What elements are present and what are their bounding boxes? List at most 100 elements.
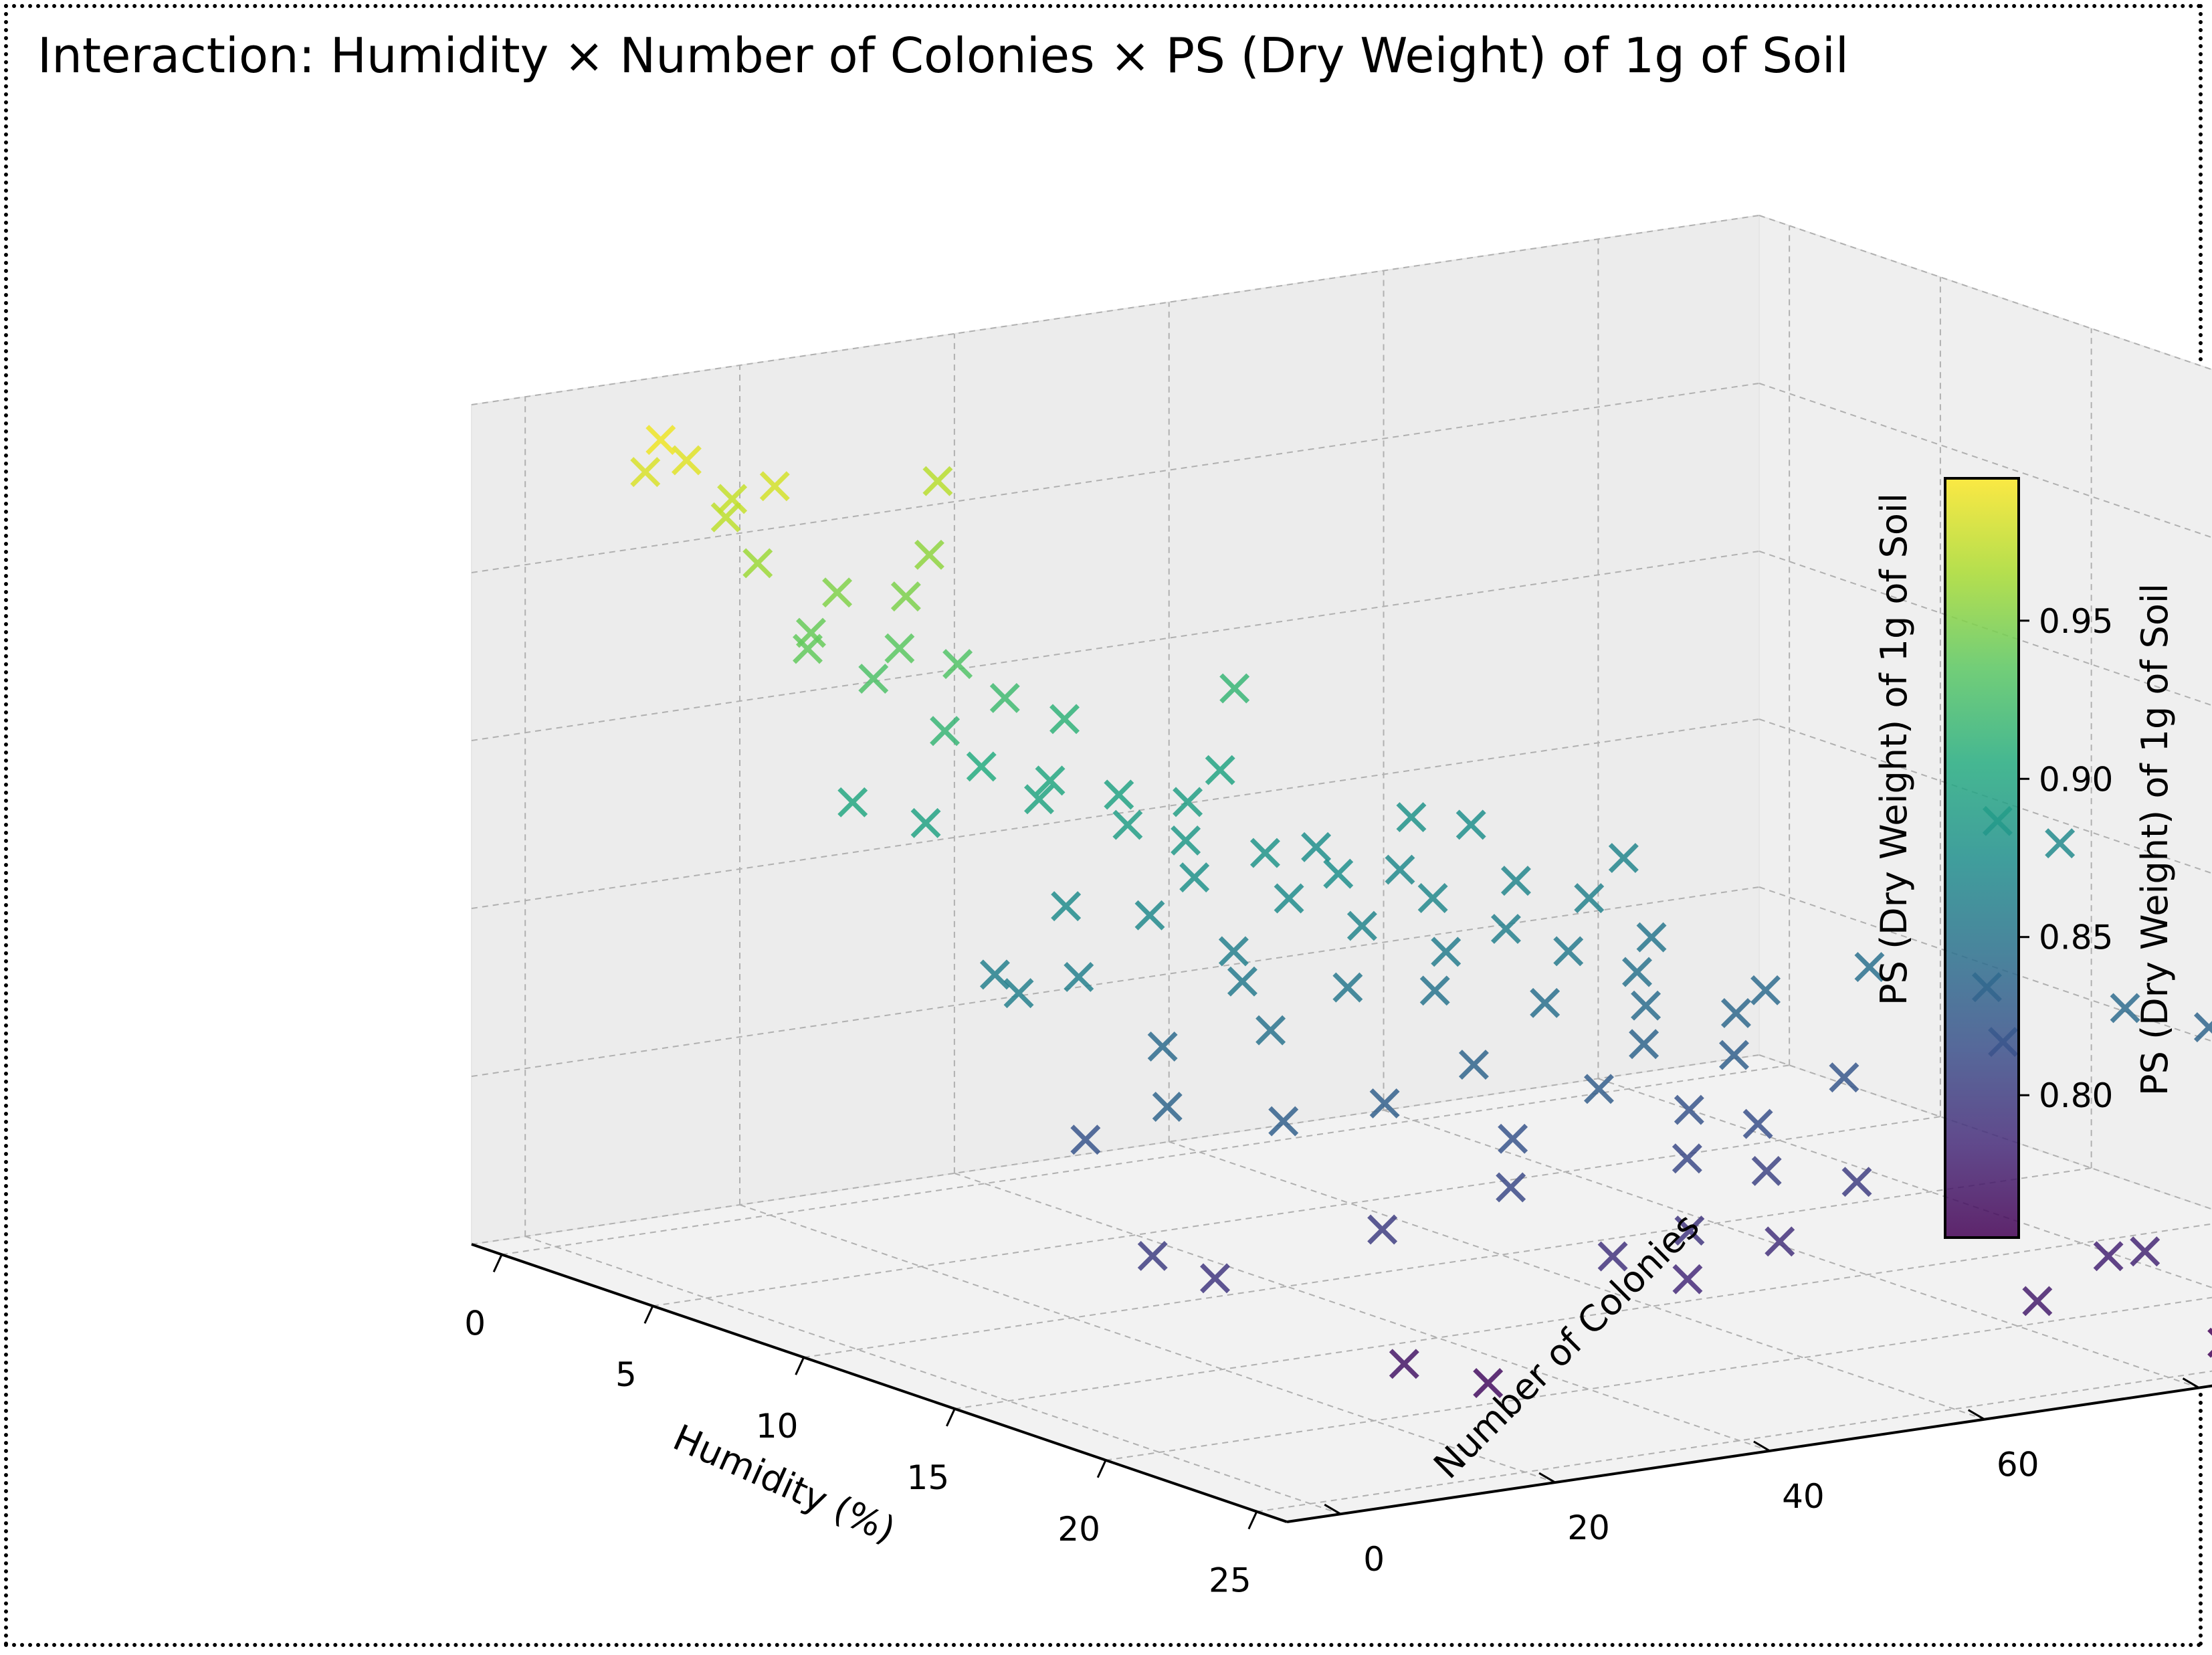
data-point (1674, 1215, 1705, 1246)
data-point-marker (1218, 936, 1249, 967)
data-point (1003, 978, 1034, 1009)
data-point-marker (1332, 972, 1363, 1003)
data-point (1829, 1062, 1859, 1093)
data-point-marker (1597, 1241, 1628, 1272)
data-point (1179, 862, 1210, 893)
data-point-marker (1035, 765, 1066, 796)
data-point (742, 548, 773, 579)
data-point-marker (742, 548, 773, 579)
data-point-marker (1064, 961, 1094, 992)
data-point (1631, 990, 1662, 1021)
data-point-marker (1173, 787, 1203, 817)
y-tick (2182, 1377, 2200, 1389)
y-tick (1967, 1409, 1985, 1421)
data-point-marker (1720, 997, 1751, 1028)
data-point-marker (1024, 784, 1054, 815)
x-tick (643, 1305, 654, 1324)
data-point (2022, 1286, 2053, 1317)
x-tick (492, 1254, 503, 1272)
data-point (1672, 1143, 1702, 1174)
data-point-marker (1455, 809, 1486, 840)
data-point (884, 633, 915, 664)
data-point (1574, 883, 1605, 914)
data-point-marker (942, 649, 973, 680)
data-point (837, 787, 868, 817)
data-point (1718, 1040, 1749, 1070)
data-point (1369, 1088, 1400, 1118)
data-point-marker (2193, 1012, 2212, 1043)
data-point-marker (1268, 1106, 1299, 1137)
data-point-marker (922, 466, 953, 496)
data-point (1200, 1263, 1230, 1294)
data-point (1498, 1123, 1528, 1154)
data-point-marker (2130, 1236, 2160, 1267)
data-point-marker (1205, 755, 1235, 785)
data-point-marker (1553, 936, 1584, 967)
data-point (1490, 914, 1521, 945)
data-point (1500, 866, 1531, 896)
data-point-marker (1227, 966, 1258, 997)
data-point (1024, 784, 1054, 815)
data-point (930, 716, 961, 747)
data-point (671, 445, 702, 476)
data-point (1173, 787, 1203, 817)
data-point (1332, 972, 1363, 1003)
data-point-marker (1003, 978, 1034, 1009)
data-point-marker (1104, 779, 1134, 810)
data-point-marker (793, 634, 823, 664)
data-point (1268, 1106, 1299, 1137)
colorbar-tick-label: 0.80 (2039, 1076, 2113, 1115)
data-point-marker (2045, 828, 2076, 859)
data-point-marker (1583, 1074, 1614, 1104)
data-point-marker (1200, 1263, 1230, 1294)
data-point (2045, 828, 2076, 859)
data-point-marker (837, 787, 868, 817)
data-point-marker (979, 959, 1010, 990)
chart-title: Interaction: Humidity × Number of Coloni… (37, 27, 1849, 84)
data-point (759, 471, 790, 502)
data-point (1431, 937, 1462, 967)
y-grid-line-floor (1169, 1141, 1985, 1420)
data-point-marker (1219, 673, 1250, 704)
data-point-marker (1274, 883, 1304, 914)
data-point-marker (1718, 1040, 1749, 1070)
data-point (1218, 936, 1249, 967)
data-point-marker (1458, 1050, 1489, 1080)
data-point-marker (989, 682, 1020, 713)
colorbar-tick-label: 0.95 (2039, 602, 2113, 641)
data-point-marker (710, 502, 741, 532)
data-point-marker (1841, 1167, 1872, 1197)
data-point (1396, 802, 1427, 833)
y-tick-label: 20 (1567, 1508, 1610, 1547)
data-point (1389, 1349, 1419, 1379)
x-tick-label: 5 (615, 1355, 637, 1394)
data-point-marker (1147, 1031, 1178, 1062)
data-point-marker (1530, 987, 1561, 1018)
data-point-marker (1674, 1215, 1705, 1246)
data-point-marker (1854, 952, 1885, 983)
x-tick (946, 1408, 956, 1427)
x-tick (1247, 1511, 1258, 1530)
y-tick (1538, 1472, 1556, 1484)
data-point-marker (1631, 990, 1662, 1021)
data-point (914, 539, 944, 570)
data-point (1051, 891, 1082, 922)
data-point-marker (1323, 858, 1354, 889)
data-point-marker (1134, 900, 1165, 931)
y-grid-line-floor (524, 1236, 1341, 1515)
data-point-marker (671, 445, 702, 476)
data-point (2110, 993, 2140, 1024)
y-grid-line-floor (739, 1204, 1556, 1483)
data-point-marker (1498, 1123, 1528, 1154)
data-point (1750, 975, 1781, 1005)
y-tick (1324, 1503, 1341, 1515)
data-point (1249, 838, 1280, 868)
data-point-marker (1346, 910, 1377, 941)
x-grid-line-floor (1256, 1370, 2212, 1513)
z-grid-line-back (1758, 551, 2212, 706)
data-point-marker (1112, 809, 1143, 840)
data-point (858, 664, 889, 694)
data-point (1672, 1264, 1703, 1294)
data-point-marker (1301, 832, 1332, 862)
